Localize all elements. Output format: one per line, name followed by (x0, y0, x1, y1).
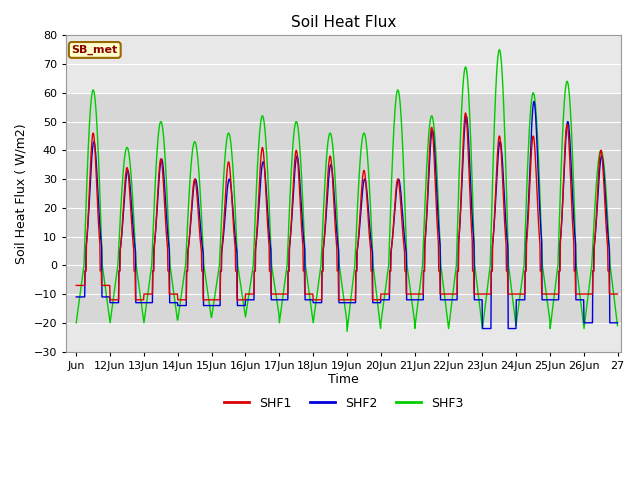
Bar (66, 93, 621, 323)
Y-axis label: Soil Heat Flux ( W/m2): Soil Heat Flux ( W/m2) (15, 123, 28, 264)
Legend: SHF1, SHF2, SHF3: SHF1, SHF2, SHF3 (219, 392, 468, 415)
X-axis label: Time: Time (328, 373, 359, 386)
Text: SB_met: SB_met (72, 45, 118, 55)
Title: Soil Heat Flux: Soil Heat Flux (291, 15, 396, 30)
